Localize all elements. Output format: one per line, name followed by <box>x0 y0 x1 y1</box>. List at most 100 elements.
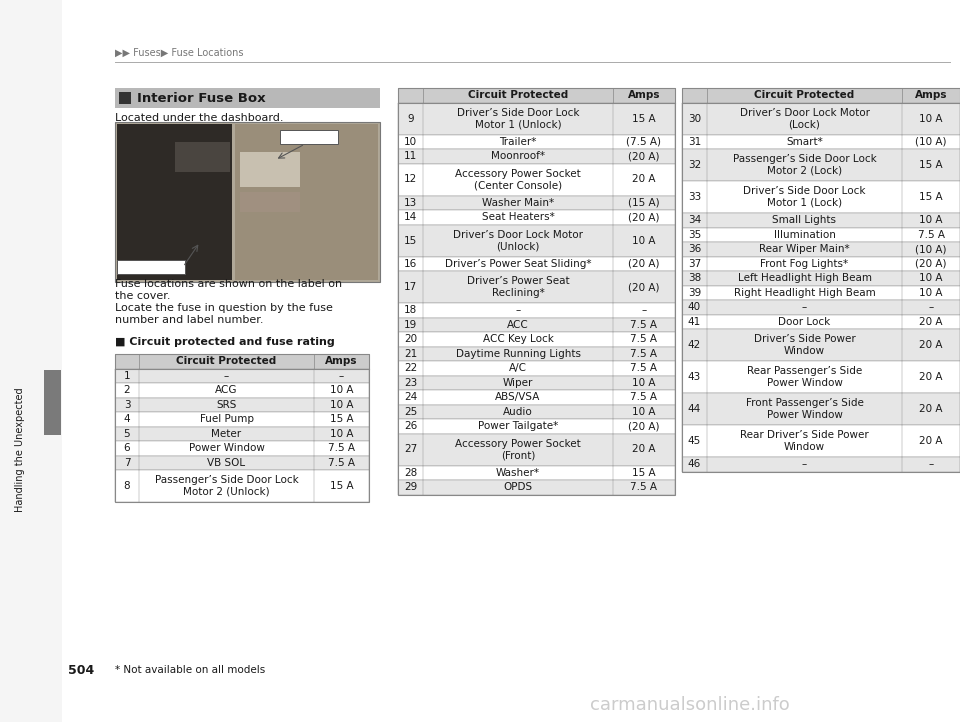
Text: Fuse Label: Fuse Label <box>122 262 180 272</box>
Text: Interior Fuse Box: Interior Fuse Box <box>137 92 266 105</box>
Bar <box>682 88 960 471</box>
Bar <box>398 149 675 163</box>
Text: Amps: Amps <box>628 90 660 100</box>
Text: 15 A: 15 A <box>329 414 353 425</box>
Text: Moonroof*: Moonroof* <box>491 151 545 161</box>
Text: Left Headlight High Beam: Left Headlight High Beam <box>737 273 872 283</box>
Bar <box>398 163 675 196</box>
Text: 34: 34 <box>688 215 701 225</box>
Text: 43: 43 <box>688 372 701 382</box>
Text: Passenger’s Side Door Lock
Motor 2 (Lock): Passenger’s Side Door Lock Motor 2 (Lock… <box>732 155 876 175</box>
Text: 7.5 A: 7.5 A <box>328 443 355 453</box>
Text: 7.5 A: 7.5 A <box>631 334 658 344</box>
Bar <box>240 152 300 187</box>
Bar <box>280 130 338 144</box>
Text: 10: 10 <box>404 136 417 147</box>
Bar <box>398 196 675 210</box>
Text: 4: 4 <box>124 414 131 425</box>
Bar <box>682 300 960 315</box>
Text: * Not available on all models: * Not available on all models <box>115 665 265 675</box>
Text: 10 A: 10 A <box>920 273 943 283</box>
Bar <box>115 88 380 108</box>
Text: Fuse Box: Fuse Box <box>284 132 333 142</box>
Bar <box>682 457 960 471</box>
Text: Locate the fuse in question by the fuse
number and label number.: Locate the fuse in question by the fuse … <box>115 303 333 325</box>
Text: OPDS: OPDS <box>503 482 533 492</box>
Text: 21: 21 <box>404 349 418 359</box>
Text: 7.5 A: 7.5 A <box>631 482 658 492</box>
Text: Accessory Power Socket
(Front): Accessory Power Socket (Front) <box>455 439 581 461</box>
Bar <box>44 370 61 435</box>
Text: Right Headlight High Beam: Right Headlight High Beam <box>733 288 876 297</box>
Text: (15 A): (15 A) <box>628 198 660 208</box>
Bar <box>175 142 230 172</box>
Text: 33: 33 <box>688 192 701 202</box>
Text: 36: 36 <box>688 244 701 254</box>
Text: 14: 14 <box>404 212 418 222</box>
Text: 23: 23 <box>404 378 418 388</box>
Text: –: – <box>224 371 229 380</box>
Text: VB SOL: VB SOL <box>207 458 246 468</box>
Text: 10 A: 10 A <box>329 386 353 395</box>
Bar <box>115 427 369 441</box>
Bar <box>115 122 380 282</box>
Text: 7.5 A: 7.5 A <box>631 363 658 373</box>
Text: –: – <box>516 305 520 316</box>
Text: 7.5 A: 7.5 A <box>918 230 945 240</box>
Text: 10 A: 10 A <box>633 406 656 417</box>
Text: Small Lights: Small Lights <box>773 215 836 225</box>
Bar <box>682 88 960 103</box>
Bar <box>115 441 369 456</box>
Text: Daytime Running Lights: Daytime Running Lights <box>455 349 581 359</box>
Text: 27: 27 <box>404 445 418 455</box>
Text: Driver’s Door Lock Motor
(Lock): Driver’s Door Lock Motor (Lock) <box>739 108 870 129</box>
Bar <box>398 466 675 480</box>
Text: Rear Wiper Main*: Rear Wiper Main* <box>759 244 850 254</box>
Text: 16: 16 <box>404 258 418 269</box>
Text: (20 A): (20 A) <box>628 151 660 161</box>
Bar <box>398 433 675 466</box>
Text: 3: 3 <box>124 400 131 410</box>
Text: 20 A: 20 A <box>920 372 943 382</box>
Text: 37: 37 <box>688 258 701 269</box>
Text: 10 A: 10 A <box>633 378 656 388</box>
Bar <box>115 398 369 412</box>
Text: 10 A: 10 A <box>920 113 943 123</box>
Text: (10 A): (10 A) <box>915 244 947 254</box>
Bar <box>398 134 675 149</box>
Text: carmanualsonline.info: carmanualsonline.info <box>590 696 790 714</box>
Text: Trailer*: Trailer* <box>499 136 537 147</box>
Text: 20 A: 20 A <box>920 340 943 350</box>
Text: –: – <box>928 303 934 312</box>
Text: ACC Key Lock: ACC Key Lock <box>483 334 553 344</box>
Text: Amps: Amps <box>915 90 948 100</box>
Text: –: – <box>928 459 934 469</box>
Text: 20 A: 20 A <box>920 404 943 414</box>
Text: Driver’s Side Power
Window: Driver’s Side Power Window <box>754 334 855 356</box>
Text: 45: 45 <box>688 436 701 446</box>
Bar <box>398 404 675 419</box>
Text: Front Fog Lights*: Front Fog Lights* <box>760 258 849 269</box>
Text: 11: 11 <box>404 151 418 161</box>
Text: 30: 30 <box>688 113 701 123</box>
Text: –: – <box>802 303 807 312</box>
Text: Door Lock: Door Lock <box>779 317 830 327</box>
Text: ACC: ACC <box>507 320 529 330</box>
Text: 20 A: 20 A <box>633 175 656 185</box>
Bar <box>115 470 369 502</box>
Text: Fuse locations are shown on the label on
the cover.: Fuse locations are shown on the label on… <box>115 279 342 301</box>
Bar <box>682 256 960 271</box>
Bar <box>119 92 131 104</box>
Text: 13: 13 <box>404 198 418 208</box>
Text: Located under the dashboard.: Located under the dashboard. <box>115 113 283 123</box>
Bar <box>682 425 960 457</box>
Bar <box>398 103 675 134</box>
Bar <box>0 0 62 722</box>
Bar <box>682 271 960 285</box>
Text: 10 A: 10 A <box>920 215 943 225</box>
Text: 10 A: 10 A <box>920 288 943 297</box>
Text: –: – <box>641 305 647 316</box>
Text: 35: 35 <box>688 230 701 240</box>
Text: 20 A: 20 A <box>633 445 656 455</box>
Text: Handling the Unexpected: Handling the Unexpected <box>15 388 25 513</box>
